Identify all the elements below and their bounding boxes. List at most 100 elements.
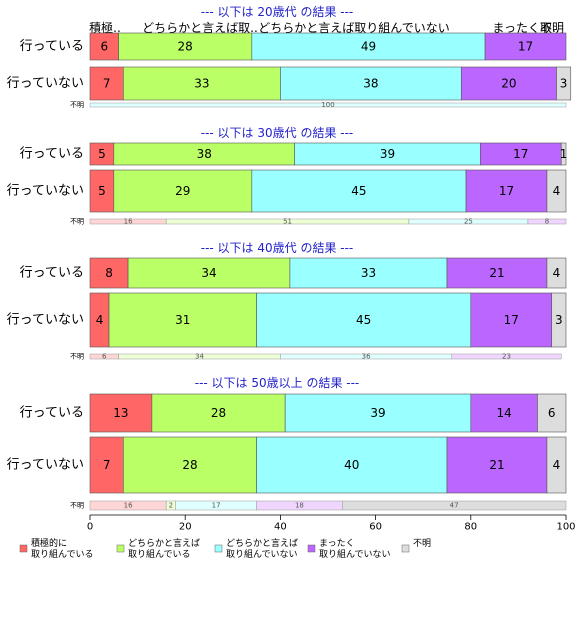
- unknown-value-label: 36: [362, 353, 371, 361]
- unknown-value-label: 51: [283, 218, 292, 226]
- bar-value-label: 40: [344, 458, 359, 472]
- bar-value-label: 28: [211, 406, 226, 420]
- legend-swatch: [307, 544, 316, 553]
- bar-value-label: 5: [98, 184, 106, 198]
- bar-segment: [537, 393, 567, 433]
- group-title: --- 以下は 20歳代 の結果 ---: [201, 5, 354, 19]
- bar-value-label: 17: [499, 184, 514, 198]
- row-label: 行っていない: [7, 76, 84, 91]
- legend-label: 取り組んでいない: [226, 548, 298, 560]
- bar-segment: [113, 169, 253, 213]
- group-title: --- 以下は 40歳代 の結果 ---: [201, 241, 354, 255]
- legend-label: まったく: [319, 538, 355, 549]
- bar-value-label: 4: [553, 458, 561, 472]
- row-label: 行っている: [20, 39, 84, 54]
- bar-value-label: 45: [356, 313, 371, 327]
- bar-segment: [560, 142, 567, 166]
- bar-value-label: 38: [363, 77, 378, 91]
- unknown-value-label: 8: [545, 218, 549, 226]
- bar-value-label: 13: [113, 406, 128, 420]
- bar-value-label: 33: [361, 266, 376, 280]
- bar-segment: [89, 66, 124, 101]
- unknown-row-label: 不明: [70, 502, 84, 510]
- bar-segment: [446, 436, 548, 494]
- unknown-value-label: 47: [450, 502, 459, 510]
- legend-label: 取り組んでいる: [31, 548, 94, 560]
- bar-segment: [251, 169, 467, 213]
- bar-segment: [546, 169, 567, 213]
- unknown-value-label: 25: [464, 218, 473, 226]
- bar-segment: [89, 32, 119, 61]
- bar-value-label: 7: [103, 77, 111, 91]
- category-header-label: どちらかと言えば取..: [142, 21, 258, 35]
- unknown-bar-segment: [342, 500, 567, 511]
- row-label: 行っている: [20, 406, 84, 421]
- bar-value-label: 21: [489, 458, 504, 472]
- bar-segment: [284, 393, 472, 433]
- bar-value-label: 14: [496, 406, 511, 420]
- legend-label: どちらかと言えば: [226, 537, 298, 549]
- bar-segment: [118, 32, 253, 61]
- bar-value-label: 6: [100, 40, 108, 54]
- row-label: 行っている: [20, 147, 84, 162]
- bar-segment: [256, 436, 448, 494]
- bar-segment: [546, 257, 567, 289]
- x-tick-label: 80: [464, 522, 477, 533]
- unknown-value-label: 34: [195, 353, 204, 361]
- bar-value-label: 5: [98, 147, 106, 161]
- unknown-row-label: 不明: [70, 353, 84, 361]
- bar-value-label: 17: [518, 40, 533, 54]
- bar-value-label: 4: [96, 313, 104, 327]
- category-header-label: 積極..: [89, 20, 121, 35]
- legend-swatch: [19, 544, 28, 553]
- unknown-bar-segment: [89, 102, 567, 108]
- bar-value-label: 4: [553, 266, 561, 280]
- legend-label: 取り組んでいる: [128, 548, 191, 560]
- unknown-value-label: 6: [102, 353, 107, 361]
- bar-value-label: 6: [548, 406, 556, 420]
- legend-swatch: [116, 544, 125, 553]
- bar-segment: [446, 257, 548, 289]
- legend-swatch: [401, 544, 410, 553]
- x-tick-label: 40: [274, 522, 287, 533]
- unknown-value-label: 2: [169, 502, 173, 510]
- bar-segment: [546, 436, 567, 494]
- bar-value-label: 20: [501, 77, 516, 91]
- bar-value-label: 4: [553, 184, 561, 198]
- bar-segment: [89, 257, 129, 289]
- unknown-value-label: 23: [502, 353, 511, 361]
- bar-value-label: 1: [560, 147, 568, 161]
- bar-segment: [556, 66, 572, 101]
- unknown-bar-segment: [451, 353, 562, 360]
- bar-value-label: 49: [361, 40, 376, 54]
- legend-label: 取り組んでいない: [319, 548, 391, 560]
- legend-label: どちらかと言えば: [128, 537, 200, 549]
- x-tick-label: 0: [87, 522, 93, 533]
- bar-segment: [89, 393, 153, 433]
- bar-segment: [251, 32, 486, 61]
- bar-value-label: 8: [105, 266, 113, 280]
- row-label: 行っていない: [7, 184, 84, 199]
- x-tick-label: 100: [556, 522, 575, 533]
- bar-value-label: 39: [370, 406, 385, 420]
- bar-segment: [470, 292, 553, 348]
- x-tick-label: 20: [179, 522, 192, 533]
- bar-value-label: 34: [201, 266, 216, 280]
- x-tick-label: 60: [369, 522, 382, 533]
- bar-segment: [108, 292, 257, 348]
- row-label: 行っていない: [7, 313, 84, 328]
- bar-value-label: 33: [194, 77, 209, 91]
- bar-value-label: 3: [555, 313, 563, 327]
- unknown-value-label: 16: [124, 218, 133, 226]
- bar-segment: [89, 436, 124, 494]
- bar-value-label: 38: [197, 147, 212, 161]
- row-label: 行っている: [20, 266, 84, 281]
- bar-segment: [484, 32, 567, 61]
- bar-segment: [460, 66, 557, 101]
- bar-value-label: 28: [182, 458, 197, 472]
- bar-value-label: 3: [560, 77, 568, 91]
- bar-segment: [551, 292, 567, 348]
- bar-value-label: 39: [380, 147, 395, 161]
